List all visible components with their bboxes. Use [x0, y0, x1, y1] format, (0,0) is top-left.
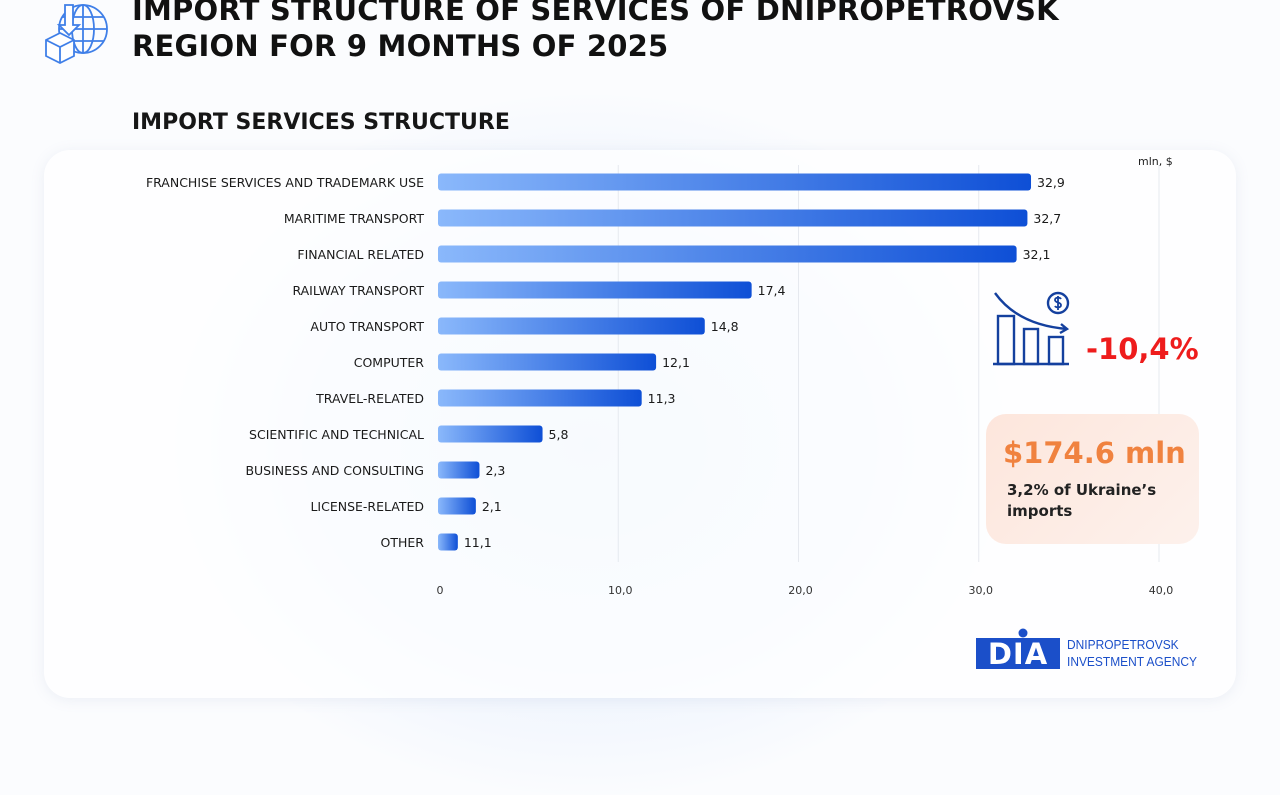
bar-chart: 0 10,0 20,0 30,0 40,0 FRANCHISE SERVICES AND … [146, 165, 1174, 597]
total-amount: $174.6 mln [1003, 436, 1186, 470]
x-tick-label: 30,0 [969, 584, 994, 597]
category-label: OTHER [381, 535, 425, 550]
data-label: 11,1 [464, 535, 492, 550]
change-percent: -10,4% [1086, 332, 1199, 366]
data-label: 32,1 [1023, 247, 1051, 262]
bar [438, 173, 1032, 191]
page-title: IMPORT STRUCTURE OF SERVICES OF DNIPROPE… [132, 0, 1059, 64]
category-label: RAILWAY TRANSPORT [292, 283, 424, 298]
dia-logo: DIA [976, 628, 1060, 671]
category-label: BUSINESS AND CONSULTING [245, 463, 424, 478]
category-label: FINANCIAL RELATED [297, 247, 424, 262]
title-line-2: REGION FOR 9 MONTHS OF 2025 [132, 29, 669, 63]
x-tick-label: 40,0 [1149, 584, 1174, 597]
bar [438, 281, 752, 299]
data-label: 12,1 [662, 355, 690, 370]
x-tick-label: 0 [437, 584, 444, 597]
agency-name-line-1: DNIPROPETROVSK [1067, 637, 1179, 652]
category-label: SCIENTIFIC AND TECHNICAL [249, 427, 424, 442]
category-label: LICENSE-RELATED [310, 499, 424, 514]
svg-text:DIA: DIA [988, 637, 1048, 671]
declining-bar-chart-dollar-icon [993, 291, 1070, 366]
bar [438, 533, 458, 551]
bar [438, 353, 657, 371]
category-label: FRANCHISE SERVICES AND TRADEMARK USE [146, 175, 424, 190]
total-card: $174.6 mln 3,2% of Ukraine’s imports [986, 414, 1199, 544]
category-label: COMPUTER [354, 355, 425, 370]
chart-title: IMPORT SERVICES STRUCTURE [132, 110, 510, 135]
category-label: AUTO TRANSPORT [310, 319, 424, 334]
bar [438, 461, 480, 479]
bar [438, 497, 476, 515]
x-tick-label: 20,0 [788, 584, 813, 597]
data-label: 2,3 [485, 463, 505, 478]
data-label: 5,8 [549, 427, 569, 442]
globe-box-import-icon [45, 4, 108, 65]
unit-label: mln, $ [1138, 155, 1173, 168]
data-label: 32,9 [1037, 175, 1065, 190]
data-label: 32,7 [1033, 211, 1061, 226]
bar [438, 317, 705, 335]
agency-name-line-2: INVESTMENT AGENCY [1067, 654, 1198, 669]
x-tick-label: 10,0 [608, 584, 633, 597]
category-label: MARITIME TRANSPORT [284, 211, 424, 226]
category-label: TRAVEL-RELATED [315, 391, 424, 406]
data-label: 2,1 [482, 499, 502, 514]
bar [438, 209, 1028, 227]
title-line-1: IMPORT STRUCTURE OF SERVICES OF DNIPROPE… [132, 0, 1059, 27]
bar [438, 389, 642, 407]
bar [438, 245, 1017, 263]
data-label: 14,8 [711, 319, 739, 334]
data-label: 17,4 [758, 283, 786, 298]
data-label: 11,3 [648, 391, 676, 406]
agency-name: DNIPROPETROVSK INVESTMENT AGENCY [1067, 636, 1197, 670]
ukraine-share: 3,2% of Ukraine’s imports [1007, 481, 1157, 520]
bar [438, 425, 543, 443]
